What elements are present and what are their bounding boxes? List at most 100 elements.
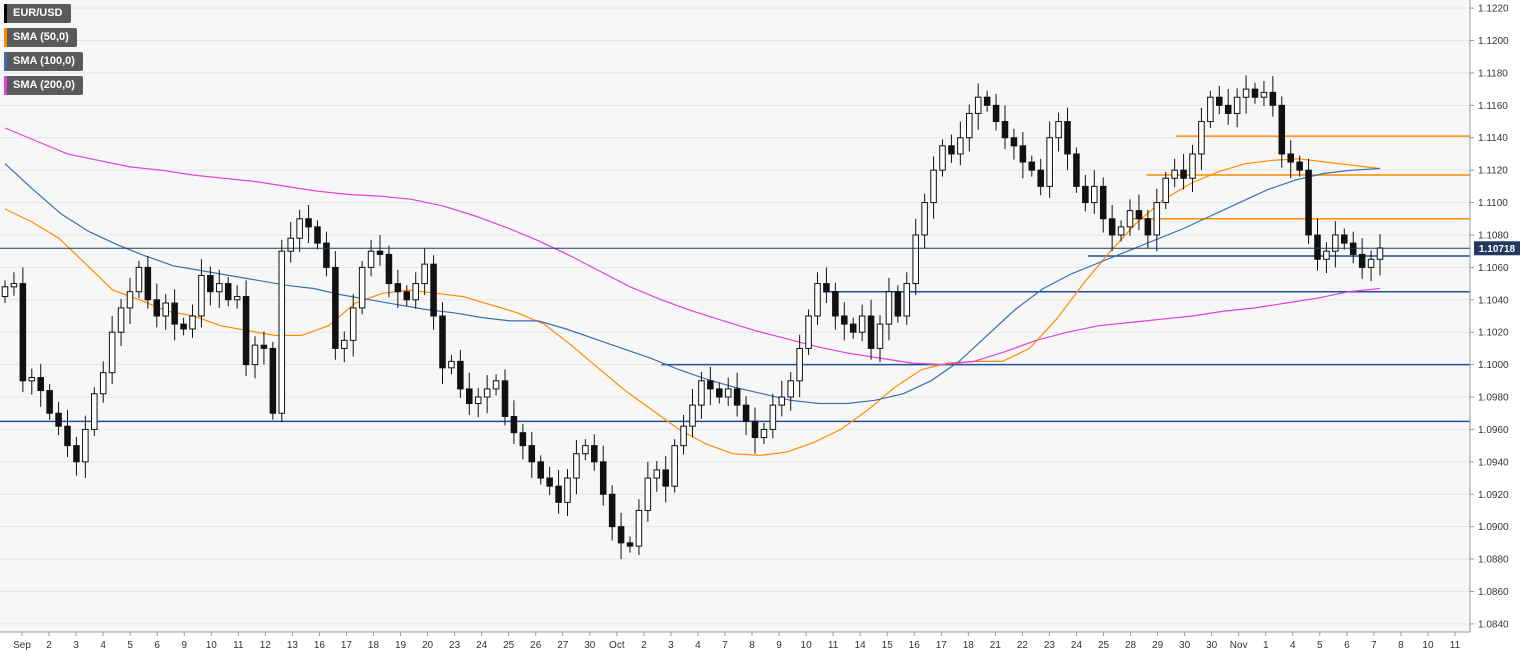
candle-body-up — [805, 315, 812, 349]
candle-body-up — [278, 250, 286, 414]
candle — [1144, 209, 1152, 249]
x-tick-label: 4 — [695, 640, 701, 651]
y-tick-label: 1.0920 — [1478, 490, 1509, 501]
y-axis: 1.1220 1.1200 1.1180 1.1160 1.1140 1.1120 1.11… — [1469, 0, 1509, 632]
candle-body-down — [403, 291, 411, 301]
x-tick-label: 2 — [641, 640, 647, 651]
x-tick-label: 4 — [1290, 640, 1296, 651]
candle — [296, 209, 303, 252]
y-tick-label: 1.1020 — [1478, 328, 1509, 339]
x-tick-label: 9 — [776, 640, 782, 651]
candle — [1296, 155, 1303, 177]
candle-body-up — [966, 112, 973, 139]
candle — [1019, 132, 1027, 179]
y-tick-label: 1.0980 — [1478, 393, 1509, 404]
candle — [769, 393, 777, 439]
y-tick-label: 1.1120 — [1478, 166, 1508, 177]
candle-body-down — [841, 315, 848, 325]
candle-body-up — [474, 396, 482, 405]
candle-body-up — [885, 291, 893, 325]
candle-body-down — [1144, 218, 1152, 236]
x-tick-label: 28 — [1125, 640, 1137, 651]
y-tick-label: 1.1200 — [1478, 36, 1509, 47]
candle-body-down — [1278, 104, 1286, 155]
candle — [430, 255, 437, 330]
legend-swatch — [4, 52, 7, 71]
candle — [876, 315, 884, 363]
last-price-label: 1.10718 — [1479, 244, 1516, 255]
candle — [1233, 88, 1241, 128]
x-tick-label: 20 — [422, 640, 434, 651]
candle-body-down — [55, 412, 62, 427]
x-tick-label: 19 — [395, 640, 407, 651]
legend-item-sma-100[interactable]: SMA (100,0) — [4, 52, 83, 71]
x-tick-label: Nov — [1230, 640, 1248, 651]
candle-body-down — [662, 469, 669, 487]
candle-body-up — [108, 331, 116, 374]
candle — [1117, 220, 1125, 242]
candle-body-up — [912, 234, 919, 285]
x-tick-label: 1 — [1263, 640, 1269, 651]
candle — [974, 83, 982, 130]
x-tick-label: 17 — [936, 640, 948, 651]
candle — [117, 298, 125, 346]
candle-body-down — [1180, 169, 1187, 179]
candle-body-down — [849, 323, 857, 333]
candle-body-up — [1046, 137, 1053, 187]
candle — [1216, 85, 1223, 115]
candle — [207, 266, 214, 306]
x-tick-label: 23 — [449, 640, 461, 651]
candle-body-up — [1207, 96, 1214, 123]
candle — [162, 294, 169, 330]
x-tick-label: Oct — [609, 640, 625, 651]
candle — [885, 277, 893, 341]
candle — [591, 434, 598, 471]
y-tick-label: 1.0840 — [1478, 619, 1509, 630]
candle — [126, 277, 134, 325]
x-tick-label: 30 — [1179, 640, 1191, 651]
candle — [787, 371, 794, 411]
candle — [894, 285, 902, 323]
legend-item-eurusd[interactable]: EUR/USD — [4, 4, 71, 23]
candle-body-down — [733, 388, 741, 406]
legend-item-sma-200[interactable]: SMA (200,0) — [4, 76, 83, 95]
candle-body-down — [823, 283, 830, 293]
candle — [751, 407, 759, 454]
candle-body-down — [894, 291, 902, 317]
legend-item-sma-50[interactable]: SMA (50,0) — [4, 28, 77, 47]
candle — [171, 289, 178, 341]
candle — [332, 251, 339, 360]
candle-body-down — [46, 390, 53, 414]
candle — [1251, 82, 1259, 104]
y-tick-label: 1.1140 — [1478, 133, 1508, 144]
x-tick-label: 21 — [990, 640, 1002, 651]
x-tick-label: 5 — [127, 640, 133, 651]
candle — [858, 304, 866, 342]
candle — [662, 456, 669, 503]
candle-body-up — [233, 296, 241, 301]
candle-body-up — [28, 377, 36, 382]
candle — [1323, 242, 1330, 274]
candle-body-up — [448, 360, 455, 369]
candle-body-down — [1314, 234, 1321, 260]
candle — [599, 445, 607, 506]
candle-body-down — [546, 477, 553, 487]
x-tick-label: 25 — [1098, 640, 1110, 651]
candle — [1224, 89, 1232, 125]
candle — [28, 368, 36, 395]
candle-body-up — [939, 145, 946, 171]
candle — [492, 374, 500, 396]
candle — [1028, 155, 1036, 177]
x-tick-label: 8 — [749, 640, 755, 651]
candle-body-up — [1091, 185, 1098, 204]
candle — [64, 409, 71, 457]
candle-body-up — [778, 396, 786, 406]
legend-swatch — [4, 28, 7, 47]
x-tick-label: 8 — [1398, 640, 1404, 651]
candle — [242, 280, 250, 376]
y-tick-label: 1.1000 — [1478, 360, 1509, 371]
y-tick-label: 1.1160 — [1478, 101, 1508, 112]
candle-body-up — [876, 323, 884, 349]
candle-body-up — [1198, 121, 1205, 155]
